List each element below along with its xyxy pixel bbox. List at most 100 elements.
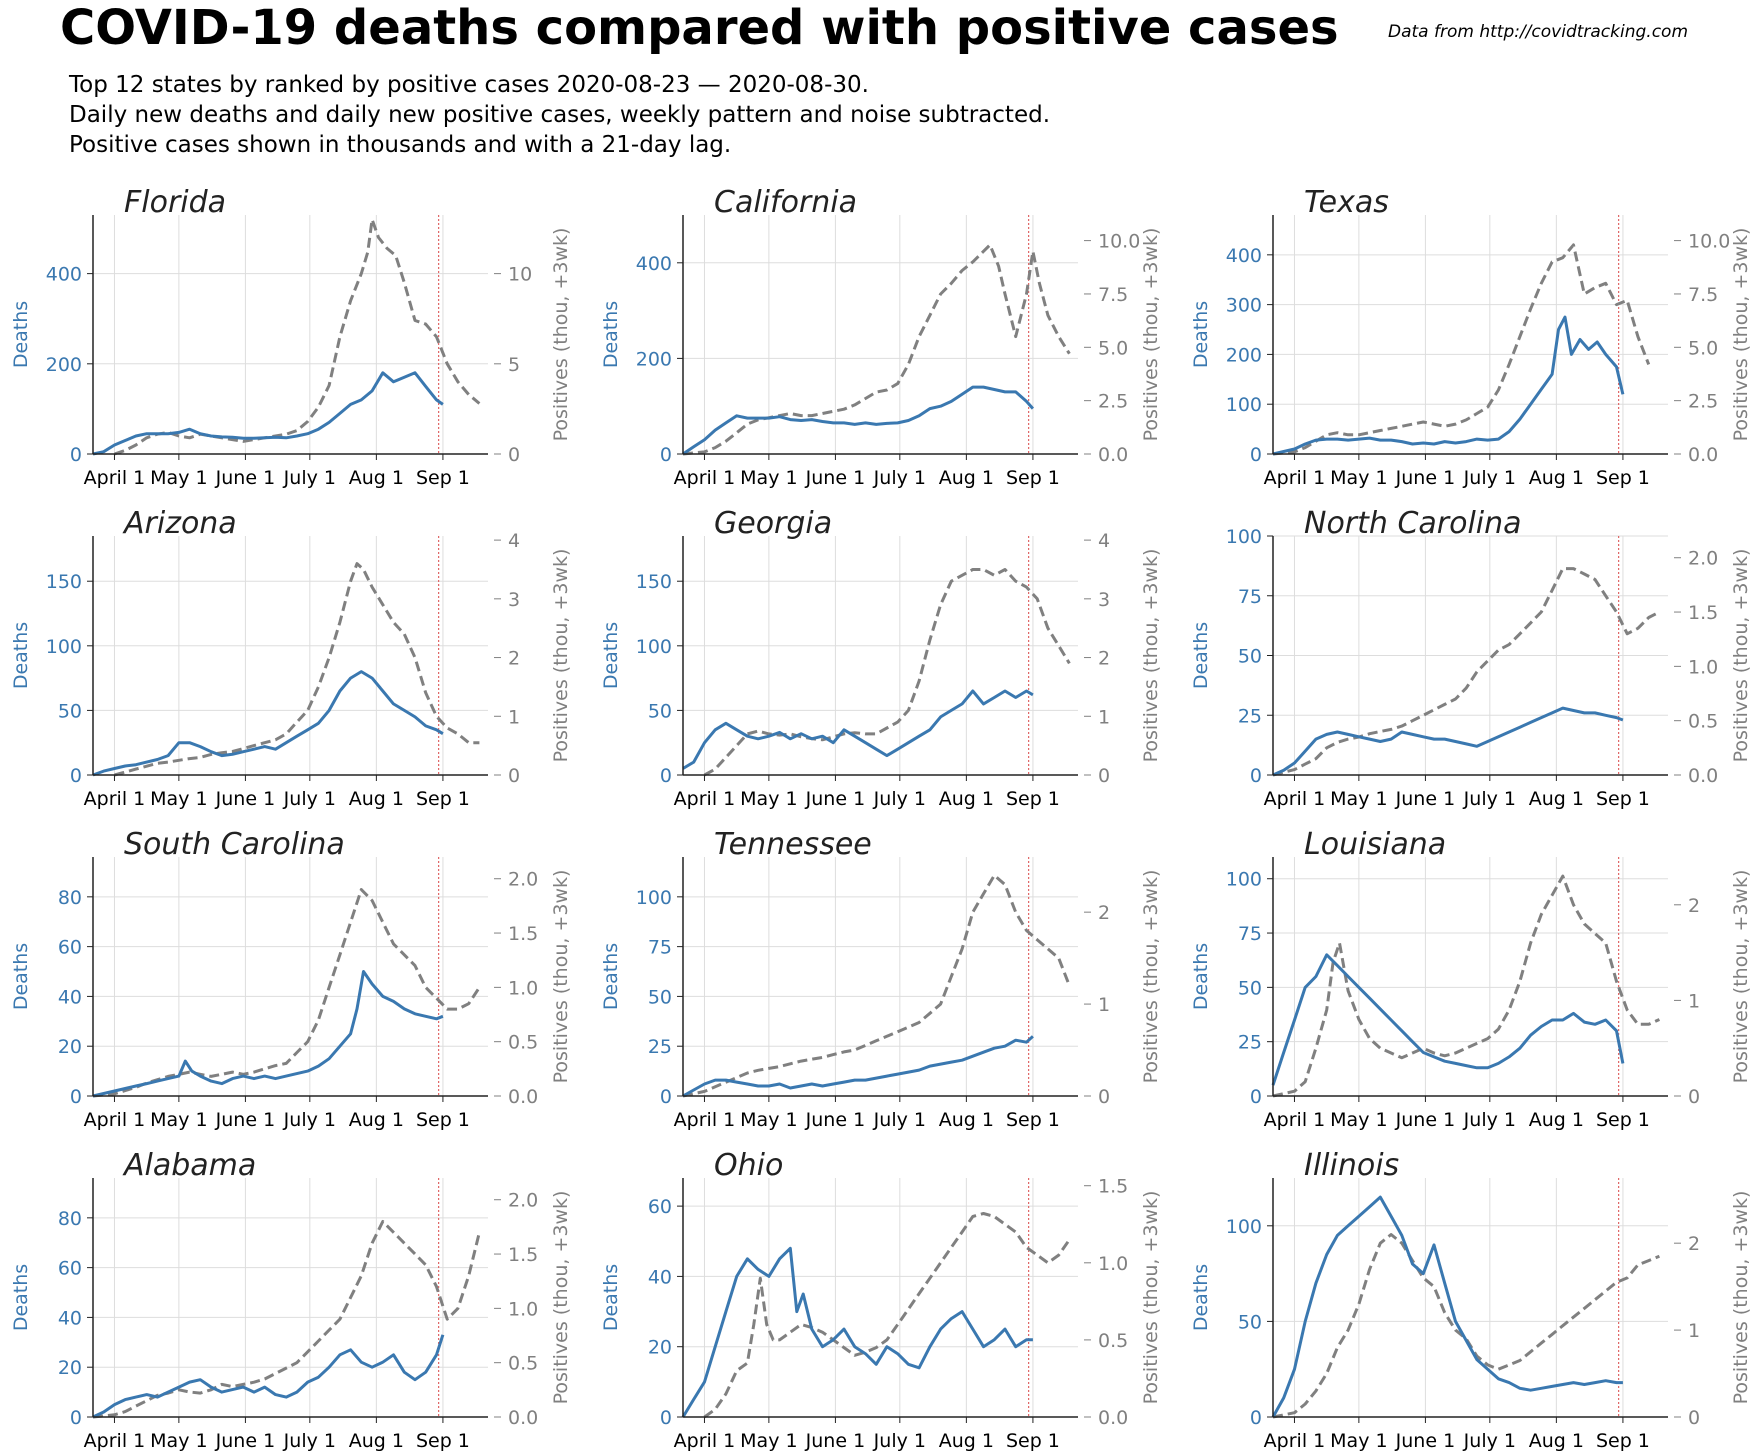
x-axis-tick-label: June 1 bbox=[805, 1109, 866, 1131]
x-axis-tick-label: July 1 bbox=[283, 1430, 336, 1452]
x-axis-tick-label: May 1 bbox=[1330, 788, 1387, 810]
left-axis-title: Deaths bbox=[1190, 943, 1212, 1010]
deaths-series-line bbox=[682, 1035, 1034, 1098]
left-axis-tick-label: 100 bbox=[1226, 394, 1262, 416]
right-axis-tick-label: 1.5 bbox=[1688, 602, 1718, 624]
positives-series-line bbox=[114, 218, 481, 456]
right-axis-tick-label: 7.5 bbox=[1688, 284, 1718, 306]
right-axis-tick-label: 2.5 bbox=[1688, 391, 1718, 413]
x-axis-tick-label: Sep 1 bbox=[1596, 788, 1650, 810]
right-axis-tick-label: 0 bbox=[1688, 1407, 1700, 1429]
state-panel-florida: 0 200 400 0 5 10 April 1 May 1 June 1 July 1 Aug 1… bbox=[10, 185, 572, 489]
positives-series-line bbox=[1272, 874, 1661, 1098]
state-title: South Carolina bbox=[124, 827, 345, 862]
left-axis-tick-label: 25 bbox=[648, 1036, 672, 1058]
x-axis-tick-label: Aug 1 bbox=[939, 1430, 994, 1452]
deaths-series-line bbox=[682, 689, 1034, 770]
x-axis-tick-label: April 1 bbox=[1264, 1109, 1326, 1131]
x-axis-tick-label: Sep 1 bbox=[1006, 788, 1060, 810]
right-axis-tick-label: 0.0 bbox=[508, 1407, 538, 1429]
left-axis-title: Deaths bbox=[600, 301, 622, 368]
left-axis-title: Deaths bbox=[600, 943, 622, 1010]
left-axis-tick-label: 100 bbox=[46, 636, 82, 658]
x-axis-tick-label: Sep 1 bbox=[416, 788, 470, 810]
positives-series-line bbox=[682, 873, 1071, 1098]
right-axis-tick-label: 2.0 bbox=[508, 869, 538, 891]
deaths-series-line bbox=[1272, 315, 1625, 456]
x-axis-tick-label: May 1 bbox=[1330, 1109, 1387, 1131]
x-axis-tick-label: Aug 1 bbox=[1529, 1109, 1584, 1131]
left-axis-title: Deaths bbox=[1190, 301, 1212, 368]
deaths-series-line bbox=[92, 371, 444, 456]
left-axis-tick-label: 0 bbox=[1250, 444, 1262, 466]
x-axis-tick-label: April 1 bbox=[1264, 788, 1326, 810]
state-title: North Carolina bbox=[1304, 506, 1522, 541]
left-axis-tick-label: 0 bbox=[660, 765, 672, 787]
deaths-series-line bbox=[1271, 1195, 1623, 1418]
right-axis-title: Positives (thou, +3wk) bbox=[1140, 1191, 1162, 1405]
right-axis-tick-label: 1 bbox=[1098, 994, 1110, 1016]
state-panel-arizona: 0 50 100 150 0 1 2 3 4 April 1 May 1 June 1 July 1 Au… bbox=[10, 506, 572, 810]
positives-series-line bbox=[92, 1220, 481, 1419]
x-axis-tick-label: Sep 1 bbox=[1596, 467, 1650, 489]
right-axis-tick-label: 0.5 bbox=[508, 1032, 538, 1054]
right-axis-tick-label: 10.0 bbox=[1098, 231, 1140, 253]
subtitle-line: Top 12 states by ranked by positive case… bbox=[69, 72, 869, 98]
right-axis-tick-label: 1.5 bbox=[1098, 1176, 1128, 1198]
right-axis-tick-label: 3 bbox=[1098, 589, 1110, 611]
right-axis-tick-label: 5 bbox=[508, 354, 520, 376]
right-axis-tick-label: 10.0 bbox=[1688, 231, 1730, 253]
state-title: California bbox=[714, 185, 857, 220]
x-axis-tick-label: June 1 bbox=[215, 1109, 276, 1131]
right-axis-tick-label: 2.0 bbox=[508, 1190, 538, 1212]
x-axis-tick-label: April 1 bbox=[674, 1430, 736, 1452]
positives-series-line bbox=[114, 562, 480, 777]
right-axis-title: Positives (thou, +3wk) bbox=[1140, 549, 1162, 763]
left-axis-tick-label: 50 bbox=[648, 700, 672, 722]
right-axis-tick-label: 2 bbox=[1098, 648, 1110, 670]
left-axis-title: Deaths bbox=[10, 943, 32, 1010]
x-axis-tick-label: April 1 bbox=[674, 788, 736, 810]
data-source-note: Data from http://covidtracking.com bbox=[1388, 22, 1688, 42]
left-axis-tick-label: 0 bbox=[1250, 1407, 1262, 1429]
state-panel-south-carolina: 0 20 40 60 80 0.0 0.5 1.0 1.5 2.0 April 1 May 1 June… bbox=[10, 827, 572, 1131]
left-axis-tick-label: 60 bbox=[648, 1196, 672, 1218]
state-title: Texas bbox=[1304, 185, 1389, 220]
x-axis-tick-label: April 1 bbox=[84, 788, 146, 810]
left-axis-tick-label: 60 bbox=[58, 1258, 82, 1280]
right-axis-title: Positives (thou, +3wk) bbox=[1140, 228, 1162, 442]
x-axis-tick-label: Sep 1 bbox=[416, 1109, 470, 1131]
left-axis-tick-label: 50 bbox=[648, 986, 672, 1008]
x-axis-tick-label: Sep 1 bbox=[416, 467, 470, 489]
state-title: Georgia bbox=[714, 506, 832, 541]
left-axis-tick-label: 25 bbox=[1238, 705, 1262, 727]
right-axis-tick-label: 1.0 bbox=[1688, 656, 1718, 678]
x-axis-tick-label: July 1 bbox=[283, 467, 336, 489]
state-title: Tennessee bbox=[714, 827, 872, 862]
x-axis-tick-label: July 1 bbox=[1463, 467, 1516, 489]
right-axis-tick-label: 0 bbox=[1098, 765, 1110, 787]
left-axis-tick-label: 0 bbox=[70, 765, 82, 787]
left-axis-tick-label: 100 bbox=[1226, 526, 1262, 548]
right-axis-tick-label: 1 bbox=[1098, 706, 1110, 728]
x-axis-tick-label: Aug 1 bbox=[1529, 467, 1584, 489]
deaths-series-line bbox=[92, 970, 444, 1098]
left-axis-tick-label: 0 bbox=[660, 444, 672, 466]
x-axis-tick-label: Aug 1 bbox=[349, 1430, 404, 1452]
state-panel-illinois: 0 50 100 0 1 2 April 1 May 1 June 1 July 1 Aug 1 Se… bbox=[1190, 1148, 1752, 1452]
right-axis-tick-label: 1 bbox=[1688, 1320, 1700, 1342]
right-axis-tick-label: 0.5 bbox=[1098, 1330, 1128, 1352]
right-axis-tick-label: 0 bbox=[508, 765, 520, 787]
x-axis-tick-label: Sep 1 bbox=[1596, 1430, 1650, 1452]
x-axis-tick-label: May 1 bbox=[740, 1430, 797, 1452]
x-axis-tick-label: July 1 bbox=[873, 467, 926, 489]
left-axis-tick-label: 20 bbox=[58, 1357, 82, 1379]
right-axis-tick-label: 0.0 bbox=[1688, 444, 1718, 466]
right-axis-tick-label: 1.0 bbox=[1098, 1253, 1128, 1275]
right-axis-tick-label: 10 bbox=[508, 264, 532, 286]
left-axis-title: Deaths bbox=[10, 1264, 32, 1331]
right-axis-tick-label: 1 bbox=[1688, 990, 1700, 1012]
x-axis-tick-label: June 1 bbox=[215, 788, 276, 810]
left-axis-tick-label: 150 bbox=[636, 571, 672, 593]
state-panel-alabama: 0 20 40 60 80 0.0 0.5 1.0 1.5 2.0 April 1 May 1 June… bbox=[10, 1148, 572, 1452]
